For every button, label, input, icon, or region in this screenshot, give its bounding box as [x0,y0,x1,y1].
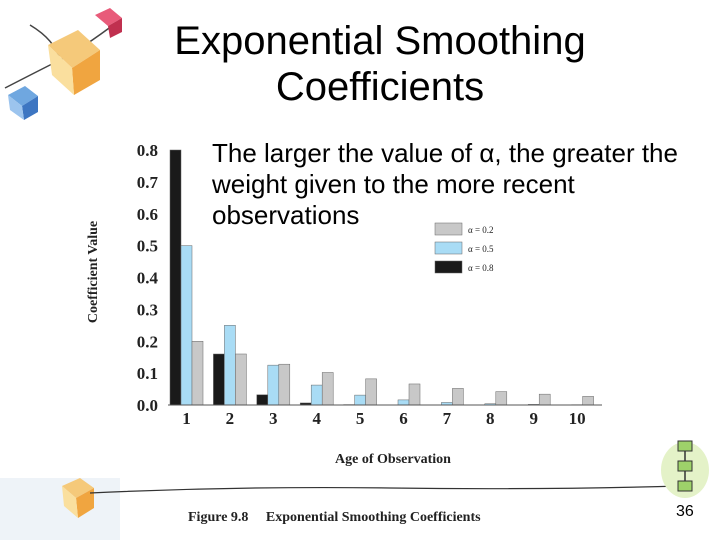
x-tick-label: 6 [399,409,408,428]
legend-swatch [434,260,463,274]
page-number: 36 [676,503,694,520]
bar-0.5-age-3 [267,364,280,406]
bar-0.2-age-10 [582,396,594,406]
bar-0.2-age-4 [321,372,334,406]
x-tick-label: 10 [569,409,586,428]
figure-caption: Figure 9.8 Exponential Smoothing Coeffic… [188,510,481,526]
y-tick-label: 0.8 [137,141,158,160]
title-line-2: Coefficients [275,65,485,109]
bar-0.2-age-2 [235,353,247,406]
y-tick-label: 0.5 [137,237,158,256]
decorative-cube-bottom-left [0,478,120,540]
bar-0.5-age-6 [397,399,410,406]
y-tick-label: 0.1 [137,364,158,383]
chart-legend: α = 0.2 α = 0.5 α = 0.8 [434,222,494,274]
legend-label: α = 0.8 [468,263,494,273]
y-tick-label: 0.7 [137,173,159,192]
bar-0.2-age-9 [538,393,551,406]
x-tick-label: 2 [226,409,235,428]
decorative-cubes-top-left [4,8,122,120]
x-tick-label: 8 [486,409,495,428]
y-tick-label: 0.6 [137,205,158,224]
decorative-chain-icon [661,440,709,498]
x-tick-label: 9 [529,409,538,428]
bar-0.2-age-7 [452,388,464,406]
bar-0.5-age-2 [224,325,236,406]
bar-0.5-age-4 [310,384,323,406]
x-tick-label: 7 [443,409,452,428]
y-tick-label: 0.3 [137,300,158,319]
figure-number: Figure 9.8 [188,510,249,525]
x-tick-label: 4 [312,409,321,428]
title-line-1: Exponential Smoothing [174,19,586,63]
legend-label: α = 0.5 [468,244,494,254]
x-tick-label: 1 [182,409,191,428]
bar-0.5-age-5 [354,394,366,406]
x-tick-label: 5 [356,409,365,428]
bar-0.5-age-1 [180,245,193,406]
slide-title: Exponential Smoothing Coefficients [110,18,650,110]
bar-0.2-age-6 [408,383,421,406]
bullet-text: The larger the value of α, the greater t… [212,138,678,230]
figure-caption-text: Exponential Smoothing Coefficients [265,510,481,525]
bar-0.8-age-2 [213,353,225,406]
y-tick-label: 0.0 [137,396,158,415]
bar-0.8-age-3 [256,394,269,406]
legend-swatch [434,222,463,236]
y-tick-label: 0.4 [137,269,159,288]
footer-curve-line [90,485,681,494]
legend-swatch [434,241,463,255]
bar-0.2-age-8 [495,391,508,406]
y-axis-label: Coefficient Value [86,221,101,323]
legend-label: α = 0.2 [468,225,494,235]
bar-0.2-age-1 [191,341,204,406]
y-tick-label: 0.2 [137,332,158,351]
bar-0.2-age-3 [278,363,291,406]
x-tick-label: 3 [269,409,278,428]
bar-0.8-age-1 [169,149,182,406]
x-axis-label: Age of Observation [335,452,451,467]
bar-0.2-age-5 [365,378,377,406]
